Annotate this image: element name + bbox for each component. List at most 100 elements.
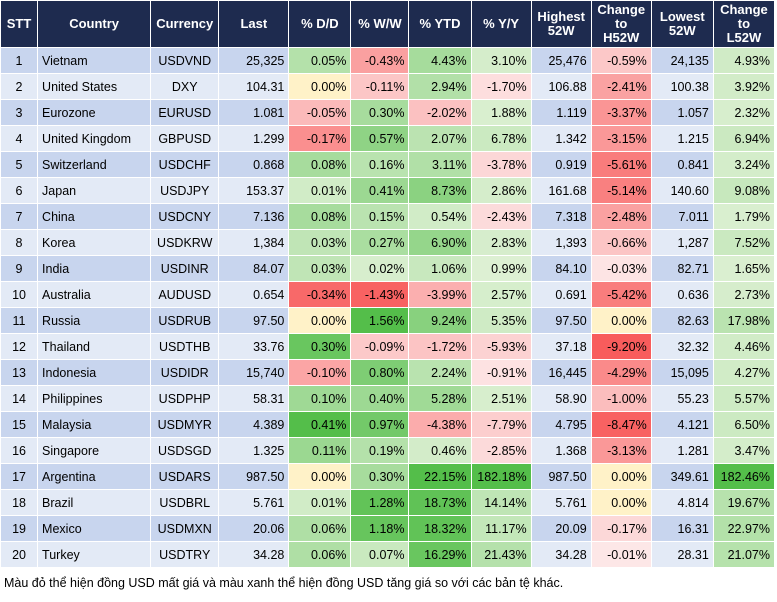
table-row: 1 Vietnam USDVND 25,325 0.05% -0.43% 4.43% 3.10… [0,47,776,74]
table-cell: 18.73% [408,489,472,516]
table-cell: 0.05% [288,47,352,74]
table-cell: GBPUSD [150,125,220,152]
table-cell: 0.08% [288,203,352,230]
table-cell: 58.31 [218,385,290,412]
header-cell: Highest 52W [530,0,592,48]
header-text: % D/D [301,16,339,31]
table-cell: USDKRW [150,229,220,256]
table-cell: USDVND [150,47,220,74]
table-cell: 4.121 [650,411,714,438]
table-cell: -2.41% [590,73,652,100]
table-row: 5 Switzerland USDCHF 0.868 0.08% 0.16% 3.11% -3… [0,151,776,178]
table-row: 6 Japan USDJPY 153.37 0.01% 0.41% 8.73% 2.86% 16… [0,177,776,204]
table-row: 2 United States DXY 104.31 0.00% -0.11% 2.94% -… [0,73,776,100]
table-cell: 8 [0,229,39,256]
table-cell: 0.868 [218,151,290,178]
table-cell: 19 [0,515,39,542]
table-cell: 0.06% [288,515,352,542]
header-text: to [737,16,751,31]
table-cell: 24,135 [650,47,714,74]
header-text: Currency [156,16,214,31]
table-cell: 7.318 [530,203,592,230]
table-cell: -2.02% [408,99,472,126]
table-cell: USDTRY [150,541,220,568]
header-cell: Country [37,0,152,48]
table-cell: USDSGD [150,437,220,464]
table-cell: 16 [0,437,39,464]
table-cell: Thailand [37,333,152,360]
fx-table: STT Country Currency Last % D/D % W/W % YTD % Y… [0,0,776,568]
table-cell: 6 [0,177,39,204]
header-text: Country [69,16,120,31]
table-cell: India [37,255,152,282]
table-cell: 0.06% [288,541,352,568]
table-cell: 3 [0,99,39,126]
table-cell: 1,287 [650,229,714,256]
table-cell: 4.795 [530,411,592,438]
table-cell: 13 [0,359,39,386]
header-cell: % D/D [288,0,352,48]
table-cell: 104.31 [218,73,290,100]
table-cell: Australia [37,281,152,308]
header-cell: % W/W [350,0,410,48]
table-row: 20 Turkey USDTRY 34.28 0.06% 0.07% 16.29% 21.43… [0,541,776,568]
table-cell: 97.50 [530,307,592,334]
table-cell: Eurozone [37,99,152,126]
table-cell: 4.27% [712,359,776,386]
table-cell: 0.00% [590,489,652,516]
table-cell: USDCHF [150,151,220,178]
table-cell: 4.93% [712,47,776,74]
table-cell: 10 [0,281,39,308]
table-row: 18 Brazil USDBRL 5.761 0.01% 1.28% 18.73% 14.14… [0,489,776,516]
table-cell: 1.081 [218,99,290,126]
table-cell: 1,393 [530,229,592,256]
table-cell: 34.28 [530,541,592,568]
table-cell: 9.24% [408,307,472,334]
table-cell: -3.78% [470,151,532,178]
table-cell: -5.61% [590,151,652,178]
table-cell: 2.32% [712,99,776,126]
table-cell: -0.03% [590,255,652,282]
table-cell: Malaysia [37,411,152,438]
table-cell: 0.00% [288,463,352,490]
header-cell: % Y/Y [470,0,532,48]
header-text: Last [240,16,268,31]
table-cell: 4.46% [712,333,776,360]
table-cell: 0.654 [218,281,290,308]
table-cell: 82.63 [650,307,714,334]
table-cell: 0.00% [288,307,352,334]
table-cell: USDBRL [150,489,220,516]
header-text: % YTD [419,16,461,31]
header-cell: Last [218,0,290,48]
table-cell: United States [37,73,152,100]
table-cell: 5.761 [218,489,290,516]
table-cell: 6.90% [408,229,472,256]
table-cell: Turkey [37,541,152,568]
table-cell: Vietnam [37,47,152,74]
table-cell: 3.47% [712,437,776,464]
table-cell: 5.35% [470,307,532,334]
table-cell: 0.691 [530,281,592,308]
table-cell: EURUSD [150,99,220,126]
table-cell: 1 [0,47,39,74]
table-cell: 11 [0,307,39,334]
header-cell: % YTD [408,0,472,48]
table-cell: 6.94% [712,125,776,152]
table-cell: USDPHP [150,385,220,412]
table-cell: 3.10% [470,47,532,74]
header-text: % W/W [358,16,402,31]
table-cell: 1.368 [530,437,592,464]
table-cell: USDMXN [150,515,220,542]
header-text: Highest [537,9,585,24]
table-cell: USDRUB [150,307,220,334]
table-cell: 25,476 [530,47,592,74]
table-cell: 4.43% [408,47,472,74]
table-cell: 1.06% [408,255,472,282]
table-cell: -0.17% [288,125,352,152]
table-cell: -3.37% [590,99,652,126]
table-cell: 20.06 [218,515,290,542]
table-cell: -0.05% [288,99,352,126]
table-cell: -5.14% [590,177,652,204]
table-cell: 100.38 [650,73,714,100]
